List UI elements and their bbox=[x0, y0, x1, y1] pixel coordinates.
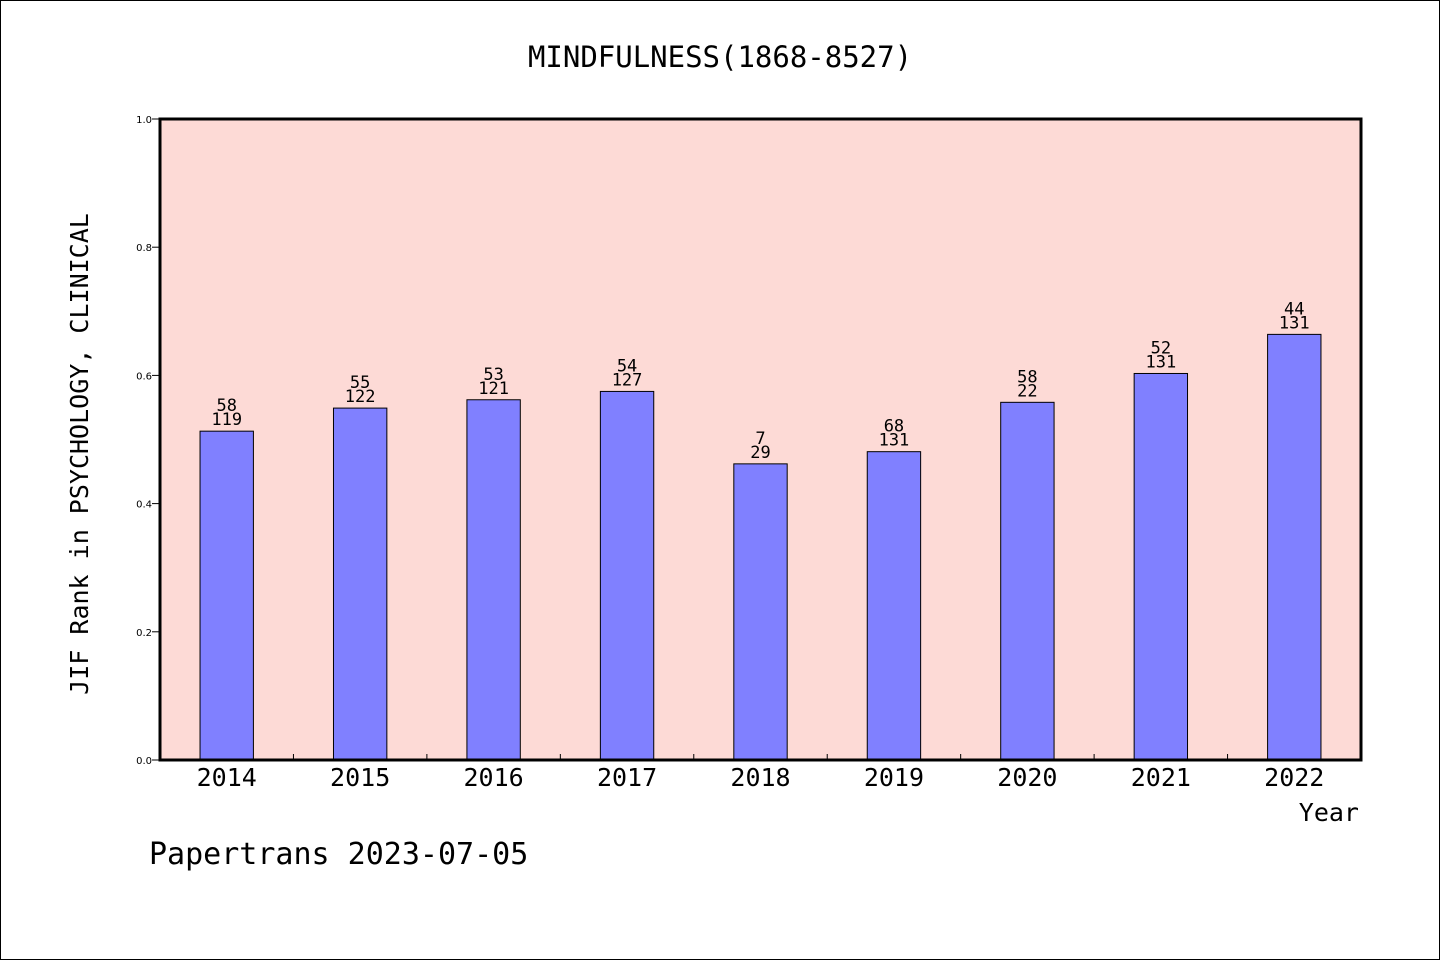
bar-rank-label: 68 bbox=[884, 417, 904, 437]
x-tick-label: 2022 bbox=[1264, 763, 1324, 792]
y-tick-label: 0.4 bbox=[136, 500, 152, 511]
bar-rank-label: 58 bbox=[216, 396, 236, 416]
bar-rank-label: 53 bbox=[483, 365, 503, 385]
y-axis-label: JIF Rank in PSYCHOLOGY, CLINICAL bbox=[65, 213, 94, 695]
bar-2017 bbox=[599, 390, 655, 761]
bar-total-label: 127 bbox=[612, 370, 643, 390]
y-tick-label: 0.2 bbox=[136, 628, 152, 639]
x-axis-ticks: 2014 2015 2016 2017 2018 2019 2020 2021 2022 bbox=[197, 754, 1324, 792]
bar-2019 bbox=[866, 451, 922, 761]
bar-rank-label: 55 bbox=[350, 373, 370, 393]
bars-group bbox=[199, 333, 1322, 761]
x-axis-label: Year bbox=[1299, 798, 1359, 827]
bar-rank-label: 44 bbox=[1284, 299, 1304, 319]
bar-2016 bbox=[466, 399, 521, 761]
bar-total-label: 122 bbox=[345, 387, 376, 407]
bar-total-label: 121 bbox=[478, 379, 509, 399]
bar-total-label: 131 bbox=[879, 431, 910, 451]
bar-2018 bbox=[733, 463, 788, 761]
bar-2022 bbox=[1267, 333, 1322, 761]
bar-rank-label: 58 bbox=[1017, 367, 1037, 387]
bar-rank-label: 54 bbox=[617, 356, 637, 376]
bar-2015 bbox=[332, 407, 388, 761]
y-tick-label: 1.0 bbox=[136, 115, 152, 126]
bar-rank-label: 52 bbox=[1151, 338, 1171, 358]
footer-text: Papertrans 2023-07-05 bbox=[149, 837, 528, 872]
y-tick-label: 0.6 bbox=[136, 371, 152, 382]
bar-total-label: 131 bbox=[1145, 352, 1176, 372]
bar-total-label: 29 bbox=[750, 443, 770, 463]
bar-labels-group: 5811955122531215412772968131582252131441… bbox=[211, 299, 1309, 462]
bar-2014 bbox=[199, 430, 254, 761]
x-tick-label: 2018 bbox=[730, 763, 790, 792]
x-tick-label: 2019 bbox=[864, 763, 924, 792]
x-tick-label: 2020 bbox=[997, 763, 1057, 792]
y-axis-ticks: 0.0 0.2 0.4 0.6 0.8 1.0 bbox=[136, 115, 160, 767]
x-tick-label: 2017 bbox=[597, 763, 657, 792]
y-tick-label: 0.0 bbox=[136, 756, 152, 767]
plot-border bbox=[158, 117, 1363, 762]
bar-total-label: 119 bbox=[211, 410, 242, 430]
bar-total-label: 22 bbox=[1017, 381, 1037, 401]
x-tick-label: 2016 bbox=[464, 763, 524, 792]
bar-rank-label: 7 bbox=[755, 429, 765, 449]
bar-total-label: 131 bbox=[1279, 313, 1310, 333]
y-tick-label: 0.8 bbox=[136, 243, 152, 254]
bar-2020 bbox=[1000, 401, 1055, 761]
bar-2021 bbox=[1133, 372, 1189, 761]
x-tick-label: 2021 bbox=[1131, 763, 1191, 792]
chart-title: MINDFULNESS(1868-8527) bbox=[528, 40, 912, 74]
x-tick-label: 2015 bbox=[330, 763, 390, 792]
x-tick-label: 2014 bbox=[197, 763, 257, 792]
